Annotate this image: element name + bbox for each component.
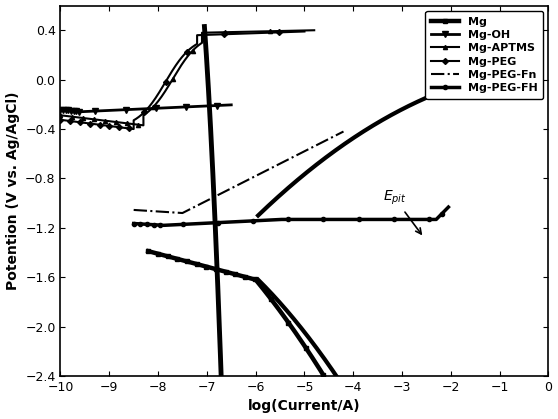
Mg-APTMS xyxy=(61,113,68,118)
Mg-APTMS xyxy=(196,42,203,47)
Line: Mg-PEG-Fn: Mg-PEG-Fn xyxy=(134,132,344,213)
Line: Mg-PEG-FH: Mg-PEG-FH xyxy=(132,205,450,228)
Line: Mg-PEG: Mg-PEG xyxy=(59,29,306,131)
Mg xyxy=(232,272,239,277)
Mg-PEG-FH xyxy=(445,204,452,210)
Mg-PEG xyxy=(115,124,122,129)
Mg-PEG-FH xyxy=(410,217,417,222)
Mg-PEG xyxy=(131,127,137,132)
Mg-PEG-FH xyxy=(444,205,451,210)
Mg-APTMS xyxy=(140,123,147,128)
Mg-PEG-FH xyxy=(160,223,166,228)
Legend: Mg, Mg-OH, Mg-APTMS, Mg-PEG, Mg-PEG-Fn, Mg-PEG-FH: Mg, Mg-OH, Mg-APTMS, Mg-PEG, Mg-PEG-Fn, … xyxy=(425,11,543,99)
Mg-PEG xyxy=(116,125,123,130)
Mg-APTMS xyxy=(96,117,103,122)
Mg xyxy=(145,248,152,253)
Mg-PEG xyxy=(189,44,196,49)
Mg-APTMS xyxy=(74,115,81,120)
Line: Mg-OH: Mg-OH xyxy=(57,102,234,114)
Mg-OH xyxy=(73,109,79,114)
Mg-PEG-Fn xyxy=(201,199,208,204)
Mg-PEG-FH xyxy=(153,222,160,228)
Line: Mg: Mg xyxy=(146,249,451,419)
Mg-PEG-Fn xyxy=(218,191,224,196)
Mg-PEG-FH xyxy=(142,222,149,227)
Mg-OH xyxy=(160,106,167,111)
Mg-PEG xyxy=(301,29,308,34)
Mg-OH xyxy=(73,109,79,114)
Mg-PEG xyxy=(286,29,293,34)
Mg-APTMS xyxy=(311,28,318,33)
Mg-APTMS xyxy=(57,113,64,118)
Mg-OH xyxy=(228,102,234,107)
Line: Mg-APTMS: Mg-APTMS xyxy=(59,28,316,127)
Mg-PEG-FH xyxy=(369,217,376,222)
Mg-APTMS xyxy=(193,45,199,50)
Mg-OH xyxy=(219,103,226,108)
Y-axis label: Potention (V vs. Ag/AgCl): Potention (V vs. Ag/AgCl) xyxy=(6,91,20,290)
Mg-PEG-Fn xyxy=(334,132,341,137)
Mg-PEG-FH xyxy=(131,221,137,226)
Mg-PEG-Fn xyxy=(131,207,137,212)
Mg-PEG-Fn xyxy=(232,184,239,189)
Mg-PEG xyxy=(123,126,130,131)
Mg-PEG xyxy=(130,127,137,132)
X-axis label: log(Current/A): log(Current/A) xyxy=(248,399,361,414)
Mg-OH xyxy=(57,107,64,112)
Mg-PEG xyxy=(57,117,64,122)
Mg-PEG-FH xyxy=(297,217,304,222)
Mg-PEG-Fn xyxy=(200,200,206,205)
Mg-PEG-Fn xyxy=(179,210,186,215)
Mg xyxy=(239,274,246,279)
Mg xyxy=(167,254,174,259)
Mg-OH xyxy=(76,109,83,114)
Mg-PEG-Fn xyxy=(340,129,347,134)
Text: $E_{pit}$: $E_{pit}$ xyxy=(383,189,421,234)
Mg-PEG-Fn xyxy=(292,153,299,158)
Mg-OH xyxy=(76,109,83,114)
Mg-OH xyxy=(75,109,81,114)
Mg-APTMS xyxy=(244,29,251,34)
Mg xyxy=(324,379,331,384)
